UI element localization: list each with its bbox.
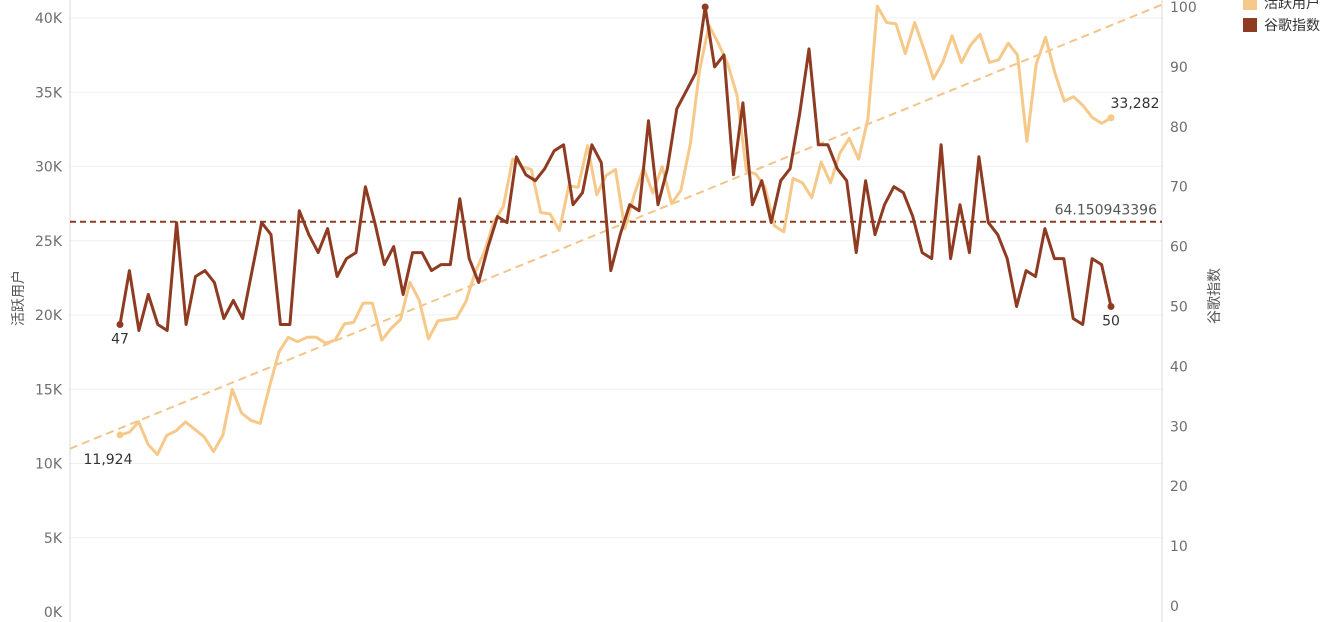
series-marks xyxy=(69,3,1163,457)
right-tick-label: 30 xyxy=(1170,419,1188,435)
data-labels: 64.150943396 11,924 33,282 47 50 xyxy=(84,96,1160,468)
axes xyxy=(69,0,1163,622)
left-tick-label: 0K xyxy=(44,605,63,621)
right-tick-label: 60 xyxy=(1170,240,1188,256)
left-axis-title: 活跃用户 xyxy=(10,270,27,326)
left-tick-label: 35K xyxy=(35,85,63,101)
legend-label: 谷歌指数 xyxy=(1264,18,1320,34)
end-value-label: 50 xyxy=(1102,314,1120,330)
series-end-point xyxy=(1107,114,1115,122)
left-tick-label: 40K xyxy=(35,11,63,27)
trend-line xyxy=(69,3,1163,450)
left-tick-label: 15K xyxy=(35,382,63,398)
start-value-label: 47 xyxy=(111,331,129,347)
legend-label: 活跃用户 xyxy=(1264,0,1320,12)
right-tick-label: 90 xyxy=(1170,60,1188,76)
right-tick-label: 100 xyxy=(1170,0,1197,16)
series-line-active-users xyxy=(118,4,1113,457)
series-max-point xyxy=(701,3,709,11)
right-tick-label: 70 xyxy=(1170,180,1188,196)
legend-swatch xyxy=(1243,18,1257,32)
series-end-point xyxy=(1107,303,1115,310)
series-line-google-index xyxy=(118,5,1113,332)
right-axis-title: 谷歌指数 xyxy=(1207,268,1223,324)
legend-swatch xyxy=(1243,0,1257,10)
right-tick-label: 20 xyxy=(1170,479,1188,495)
legend: 活跃用户 谷歌指数 xyxy=(1243,0,1320,36)
legend-item-google-index[interactable]: 谷歌指数 xyxy=(1243,14,1320,36)
left-tick-label: 30K xyxy=(35,160,63,176)
left-tick-label: 10K xyxy=(35,457,63,473)
grid-lines xyxy=(70,17,1162,539)
series-start-point xyxy=(116,320,124,328)
right-tick-label: 40 xyxy=(1170,359,1188,375)
right-tick-label: 50 xyxy=(1170,300,1188,316)
start-value-label: 11,924 xyxy=(84,452,133,468)
reference-line-label: 64.150943396 xyxy=(1055,203,1158,219)
right-tick-label: 80 xyxy=(1170,120,1188,136)
left-axis-ticks: 0K 5K 10K 15K 20K 25K 30K 35K 40K xyxy=(35,11,63,621)
left-tick-label: 5K xyxy=(44,531,63,547)
right-axis-ticks: 0 10 20 30 40 50 60 70 80 90 100 xyxy=(1170,0,1197,615)
left-tick-label: 20K xyxy=(35,308,63,324)
right-tick-label: 0 xyxy=(1170,599,1179,615)
left-tick-label: 25K xyxy=(35,234,63,250)
right-tick-label: 10 xyxy=(1170,539,1188,555)
end-value-label: 33,282 xyxy=(1111,96,1160,112)
series-start-point xyxy=(116,431,124,439)
legend-item-active-users[interactable]: 活跃用户 xyxy=(1243,0,1320,14)
